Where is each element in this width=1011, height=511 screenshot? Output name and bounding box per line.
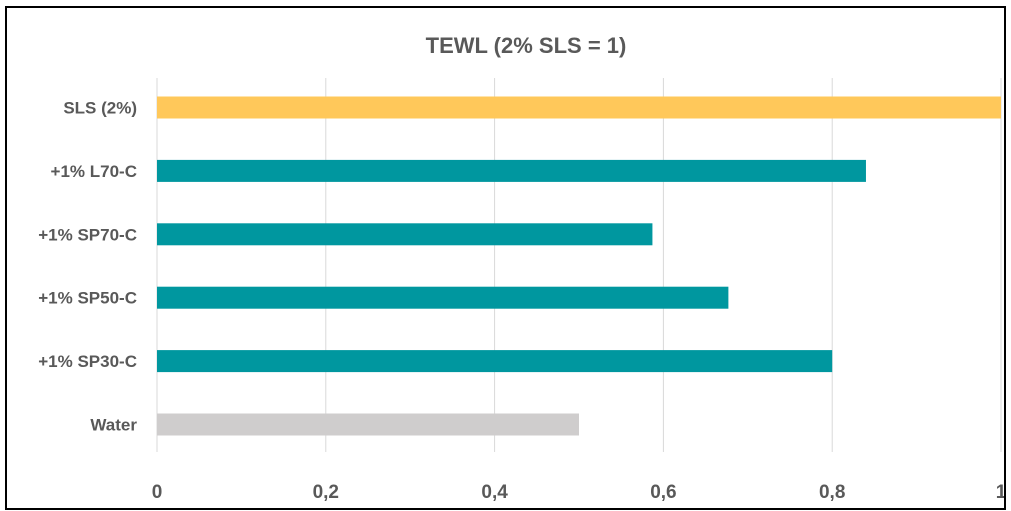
category-label: +1% L70-C	[51, 162, 137, 181]
category-label: +1% SP50-C	[38, 289, 137, 308]
bar	[157, 413, 579, 436]
chart-frame: TEWL (2% SLS = 1) SLS (2%) +1% L70-C +1% S…	[5, 6, 1006, 510]
bars	[157, 96, 1001, 436]
bar	[157, 223, 653, 246]
x-tick-label: 1	[996, 482, 1004, 503]
category-label: +1% SP70-C	[38, 225, 137, 244]
bar	[157, 159, 866, 182]
x-tick-label: 0,2	[313, 482, 339, 503]
x-tick-label: 0,4	[481, 482, 508, 503]
bar	[157, 286, 729, 309]
gridlines	[156, 78, 1002, 452]
category-label: Water	[90, 416, 137, 435]
bar-chart: TEWL (2% SLS = 1) SLS (2%) +1% L70-C +1% S…	[38, 33, 1004, 503]
chart-title: TEWL (2% SLS = 1)	[426, 33, 627, 58]
x-tick-label: 0,6	[650, 482, 676, 503]
x-tick-label: 0,8	[819, 482, 845, 503]
x-tick-label: 0	[152, 482, 163, 503]
bar	[157, 350, 833, 373]
category-label: +1% SP30-C	[38, 352, 137, 371]
bar	[157, 96, 1001, 119]
x-axis-ticks: 0 0,2 0,4 0,6 0,8 1	[152, 482, 1004, 503]
category-label: SLS (2%)	[63, 99, 137, 118]
category-labels: SLS (2%) +1% L70-C +1% SP70-C +1% SP50-C +1%…	[38, 99, 137, 435]
